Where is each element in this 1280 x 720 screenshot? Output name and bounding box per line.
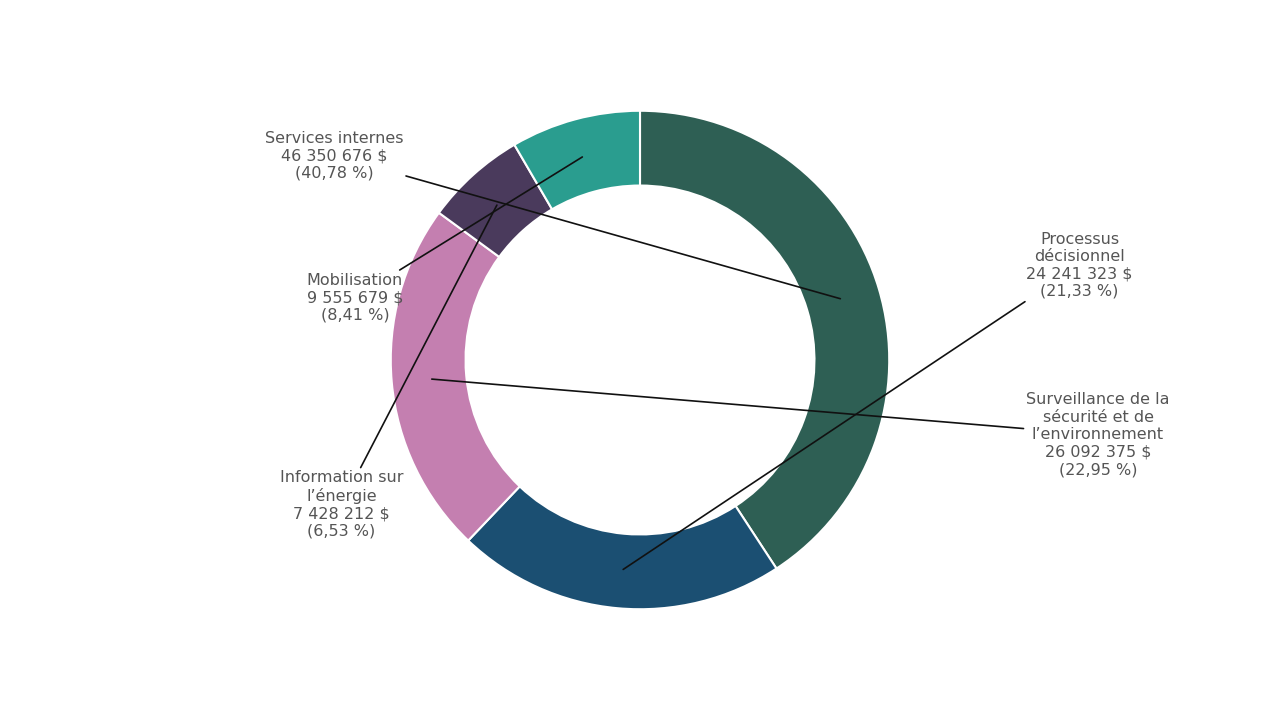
Wedge shape	[439, 145, 552, 257]
Text: Processus
décisionnel
24 241 323 $
(21,33 %): Processus décisionnel 24 241 323 $ (21,3…	[623, 232, 1133, 570]
Wedge shape	[468, 487, 777, 609]
Text: Mobilisation
9 555 679 $
(8,41 %): Mobilisation 9 555 679 $ (8,41 %)	[307, 157, 582, 323]
Text: Surveillance de la
sécurité et de
l’environnement
26 092 375 $
(22,95 %): Surveillance de la sécurité et de l’envi…	[431, 379, 1170, 477]
Wedge shape	[640, 111, 890, 569]
Text: Information sur
l’énergie
7 428 212 $
(6,53 %): Information sur l’énergie 7 428 212 $ (6…	[280, 205, 497, 539]
Wedge shape	[390, 213, 520, 541]
Wedge shape	[515, 111, 640, 210]
Text: Services internes
46 350 676 $
(40,78 %): Services internes 46 350 676 $ (40,78 %)	[265, 131, 841, 299]
